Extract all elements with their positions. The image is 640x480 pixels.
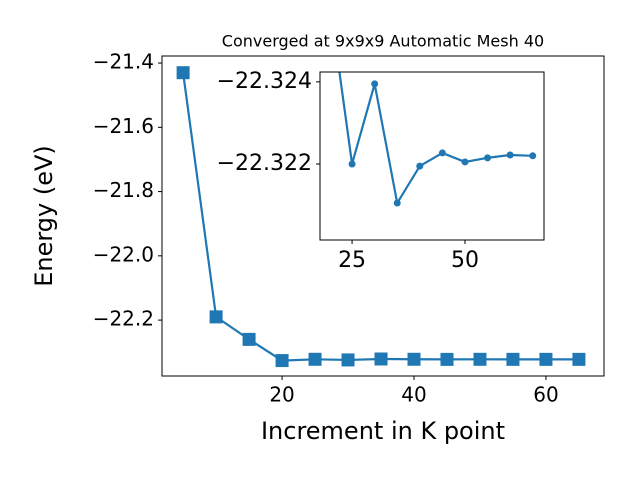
marker — [506, 151, 514, 159]
x-tick-label: 25 — [338, 248, 366, 273]
marker — [209, 310, 223, 324]
marker — [176, 66, 190, 80]
series-line — [338, 72, 533, 207]
marker — [275, 354, 289, 368]
y-tick-label: −22.322 — [217, 151, 312, 176]
x-tick-label: 40 — [401, 383, 426, 407]
marker — [440, 352, 454, 366]
marker — [416, 162, 424, 170]
marker — [473, 352, 487, 366]
x-tick-label: 20 — [269, 383, 294, 407]
marker — [371, 80, 379, 88]
marker — [506, 352, 520, 366]
x-tick-label: 50 — [451, 248, 479, 273]
x-axis-label: Increment in K point — [261, 417, 505, 445]
marker — [407, 352, 421, 366]
y-tick-label: −22.324 — [217, 69, 312, 94]
marker — [393, 199, 401, 207]
marker — [438, 149, 446, 157]
marker — [242, 332, 256, 346]
marker — [326, 0, 333, 3]
x-tick-label: 60 — [533, 383, 558, 407]
y-tick-label: −21.4 — [93, 50, 154, 74]
y-tick-label: −22.2 — [93, 307, 154, 331]
plot-frame — [319, 71, 545, 241]
y-tick-label: −22.0 — [93, 242, 154, 266]
marker — [374, 352, 388, 366]
marker — [484, 154, 492, 162]
y-axis-label: Energy (eV) — [30, 145, 58, 287]
y-tick-label: −21.8 — [93, 178, 154, 202]
marker — [461, 158, 469, 166]
marker — [341, 353, 355, 367]
plot-clip — [176, 66, 586, 368]
plot-clip — [326, 0, 537, 207]
marker — [348, 160, 356, 168]
marker — [308, 352, 322, 366]
y-tick-label: −21.6 — [93, 114, 154, 138]
marker — [529, 152, 537, 160]
marker — [572, 352, 586, 366]
marker — [539, 352, 553, 366]
plot-frame — [161, 55, 605, 377]
chart-title: Converged at 9x9x9 Automatic Mesh 40 — [222, 32, 544, 51]
